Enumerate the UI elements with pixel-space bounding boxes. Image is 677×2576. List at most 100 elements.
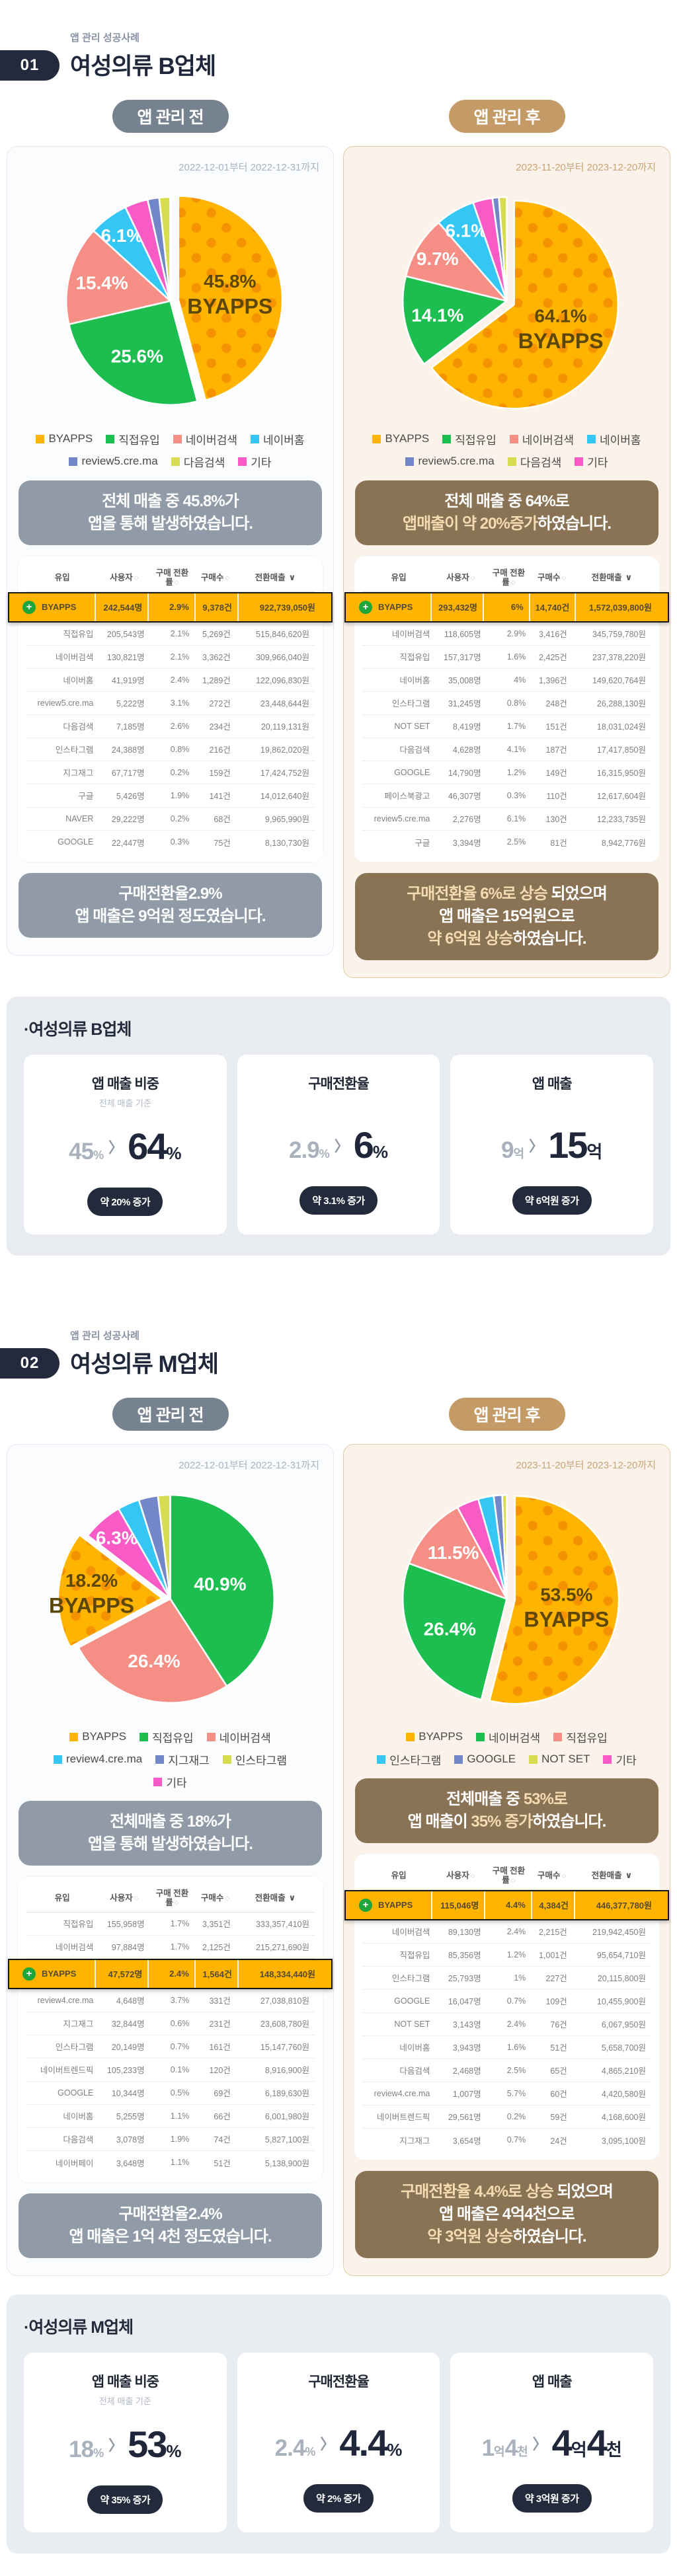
table-cell: 5,426명 [116,792,145,802]
table-row: 다음검색 7,185명 2.6% 234건 20,119,131원 [26,715,315,738]
legend-item: 지그재그 [155,1751,210,1768]
phase-badge-before: 앱 관리 전 [112,1398,229,1431]
pie-slice-다음검색 [158,196,171,302]
cell-value: 1,564건 [202,1969,232,1980]
table-cell: 5,222명 [116,699,145,709]
legend-color-chip [509,434,518,443]
table-cell: 1.1% [170,2111,190,2121]
arrow-icon: 〉 [108,2437,124,2454]
column-label: 유입 [391,573,407,583]
table-cell: 151건 [545,722,567,732]
summary-heading: ·여성의류 M업체 [24,2318,134,2337]
pie-legend: BYAPPS 직접유입 네이버검색 네이버홈 review5.cre.ma 다음검색 기타 [33,431,307,470]
stat-card: 앱 매출 1 억 4 천 〉 4 억 4 천 약 3억원 증가 [450,2353,654,2533]
table-cell: 51건 [214,2158,231,2168]
stat-after: 15 억 [548,1123,602,1166]
arrow-icon: 〉 [334,1137,349,1155]
section-header-text: 앱 관리 성공사례 여성의류 M업체 [70,1328,677,1379]
legend-item: 다음검색 [507,453,561,470]
sort-caret-icon[interactable]: ∨ [625,1870,633,1880]
sort-icon[interactable]: ◇ [174,1899,179,1907]
table-cell: 242,544명 [96,593,149,621]
cell-value: 6% [510,602,524,613]
panel-after: 2023-11-20부터 2023-12-20까지 64.1% BYAPPS 14.1… [343,146,670,979]
message-text: 하였습니다. [512,2227,587,2246]
table-header-row: 유입 사용자 ◇ 구매 전환률 ◇ 구매수 ◇ 전환매출 ∨ [26,564,315,592]
table-row: 네이버검색 118,605명 2.9% 3,416건 345,759,780원 [362,623,651,646]
sort-icon[interactable]: ◇ [470,574,475,582]
panel-column-after: 앱 관리 후 2023-11-20부터 2023-12-20까지 64.1% BYAP… [343,92,670,979]
table-cell: 직접유입 [399,1951,430,1961]
legend-color-chip [553,1732,563,1741]
table-cell: 6,189,630원 [264,2089,309,2099]
table-cell: 922,739,050원 [239,593,321,621]
table-cell: 85,356명 [448,1951,481,1961]
sort-icon[interactable]: ◇ [561,1872,567,1879]
stat-badge: 약 3.1% 증가 [299,1186,378,1215]
column-label: 전환매출 [255,572,286,582]
table-cell: 지그재그 [63,769,94,778]
table-cell: 3,416건 [539,630,567,640]
stat-values: 18% 〉 53% [29,2423,221,2466]
table-cell: 6.1% [506,814,526,823]
table-cell: 32,844명 [111,2020,145,2029]
sort-icon[interactable]: ◇ [510,579,516,586]
table-cell: 0.3% [506,790,526,800]
stat-subtitle [456,2394,648,2406]
legend-item: 인스타그램 [222,1751,287,1768]
table-header-cell: 전환매출 ∨ [236,570,315,586]
sort-icon[interactable]: ◇ [134,1895,139,1902]
stat-badge: 약 3억원 증가 [512,2484,592,2513]
pie-legend: BYAPPS 네이버검색 직접유입 인스타그램 GOOGLE NOT SET 기타 [370,1729,644,1768]
sort-icon[interactable]: ◇ [225,1895,230,1902]
legend-item: 직접유입 [442,431,497,447]
sort-icon[interactable]: ◇ [134,574,139,582]
traffic-table: 유입 사용자 ◇ 구매 전환률 ◇ 구매수 ◇ 전환매출 ∨ 직접유입 155,958명 1.7% 3,… [8,1875,333,2183]
column-label: 전환매출 [255,1893,286,1903]
sort-icon[interactable]: ◇ [561,574,567,582]
table-cell: 17,417,850원 [596,745,646,755]
table-cell: 6% [484,593,530,621]
legend-item: BYAPPS [69,1729,126,1745]
table-cell: 22,447명 [111,838,145,848]
legend-label: 기타 [587,456,608,469]
table-cell: 네이버검색 [391,630,430,640]
table-cell: 지그재그 [63,2020,94,2029]
table-cell: 69건 [214,2089,231,2099]
sort-icon[interactable]: ◇ [510,1877,516,1884]
sort-icon[interactable]: ◇ [174,579,179,586]
table-row-highlight: + BYAPPS 47,572명 2.4% 1,564건 148,334,440원 [8,1958,333,1989]
stat-title: 구매전환율 [308,2374,370,2390]
stat-before-value: 45 [69,1139,94,1165]
message-box: 구매전환율2.9% 앱 매출은 9억원 정도였습니다. [19,872,322,938]
column-label: 전환매출 [591,1870,622,1880]
plus-icon: + [22,1967,36,1981]
table-row: 다음검색 3,078명 1.9% 74건 5,827,100원 [26,2128,315,2151]
table-cell: 1,396건 [539,676,567,686]
stat-before: 2.4% [275,2435,316,2462]
table-cell: 19,862,020원 [260,745,309,755]
table-cell: 0.2% [170,767,190,777]
pie-series-name: BYAPPS [524,1608,609,1632]
table-cell: NAVER [65,814,94,823]
panel-column-before: 앱 관리 전 2022-12-01부터 2022-12-31까지 40.9% 26.4… [7,1390,334,2276]
legend-item: 인스타그램 [377,1751,441,1768]
table-cell: 31,245명 [448,699,481,709]
legend-label: 기타 [616,1754,637,1767]
sort-caret-icon[interactable]: ∨ [288,572,296,582]
legend-color-chip [171,457,180,466]
table-cell: 17,424,752원 [260,769,309,778]
pie-label: 9.7% [417,248,459,269]
sort-icon[interactable]: ◇ [470,1872,475,1879]
sort-icon[interactable]: ◇ [225,574,230,582]
table-cell: 네이버검색 [391,1928,430,1938]
stat-cards: 앱 매출 비중 전체 매출 기준 45% 〉 64% 약 20% 증가 구매전환율 2.9% 〉… [24,1055,654,1235]
legend-label: 다음검색 [183,456,225,469]
table-cell: 1% [514,1973,526,1983]
sort-caret-icon[interactable]: ∨ [288,1892,296,1903]
table-cell: 1,564건 [196,1959,239,1988]
sort-caret-icon[interactable]: ∨ [625,572,633,582]
